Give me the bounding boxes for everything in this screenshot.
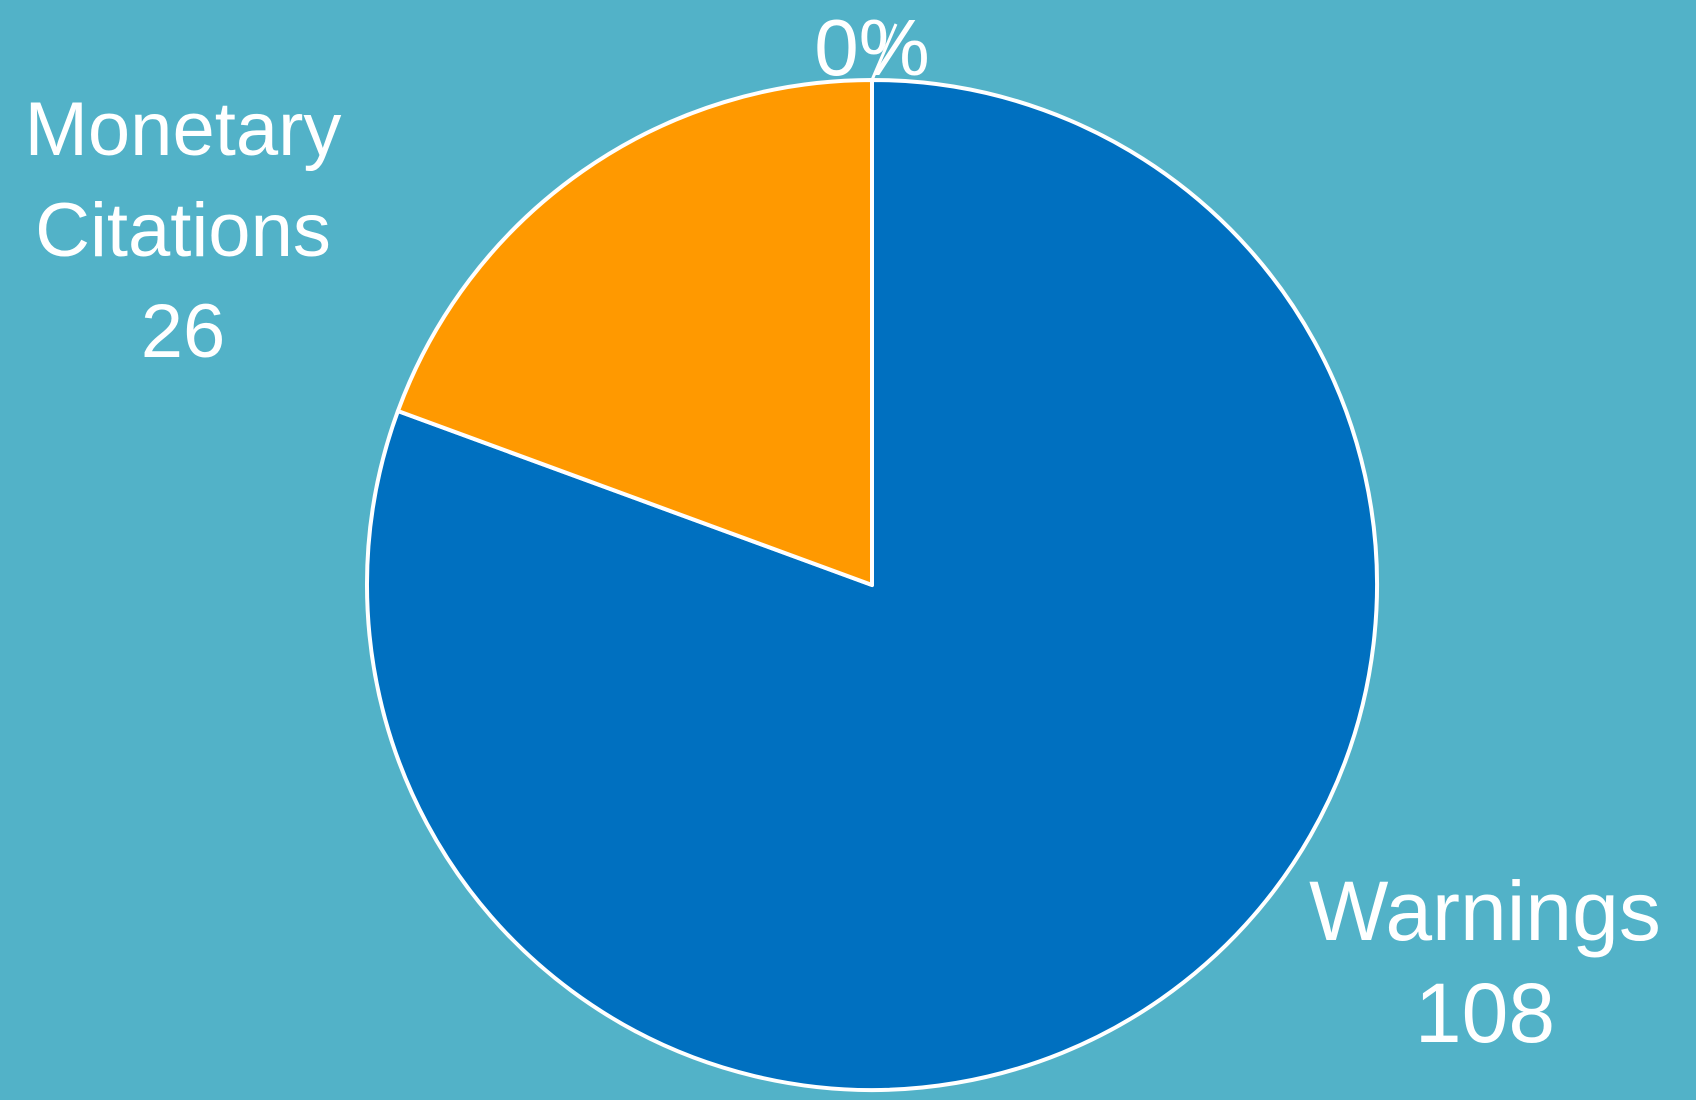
data-label-warnings-line: Warnings (1309, 864, 1661, 958)
data-label-monetary-citations: Monetary Citations 26 (25, 87, 342, 374)
data-label-warnings-line: 108 (1415, 966, 1555, 1060)
data-label-monetary-citations-line: Monetary (25, 87, 342, 172)
data-label-monetary-citations-line: 26 (141, 289, 226, 374)
zero-percent-leader-line (870, 23, 898, 81)
data-label-warnings: Warnings 108 (1309, 864, 1661, 1060)
data-label-monetary-citations-line: Citations (35, 188, 331, 273)
pie-slices (365, 78, 1379, 1092)
pie-slice-monetary-citations (395, 78, 874, 587)
